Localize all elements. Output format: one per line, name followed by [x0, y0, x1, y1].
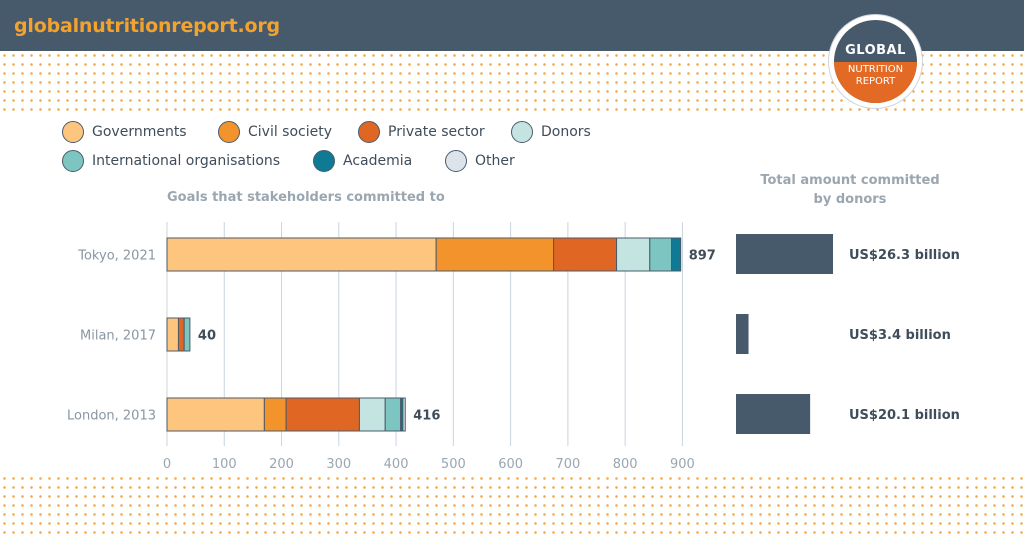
x-tick-label: 800 [613, 457, 638, 472]
bar-segment [166, 397, 265, 432]
site-url[interactable]: globalnutritionreport.org [14, 15, 280, 37]
legend-swatch [511, 121, 533, 143]
legend-swatch [218, 121, 240, 143]
legend-swatch [445, 150, 467, 172]
bar-segment [177, 317, 185, 352]
y-category-label: London, 2013 [67, 409, 156, 424]
legend-governments: Governments [62, 120, 187, 144]
bar-total-label: 416 [413, 409, 440, 424]
x-tick-label: 200 [269, 457, 294, 472]
bar-segment [183, 317, 191, 352]
donor-bar [736, 314, 749, 354]
legend-donors: Donors [511, 120, 591, 144]
legend-private-sector: Private sector [358, 120, 485, 144]
bar-segment [358, 397, 386, 432]
donor-amount-label: US$20.1 billion [849, 408, 960, 423]
donor-chart-title: Total amount committed by donors [760, 173, 940, 207]
bar-segment [435, 237, 555, 272]
bar-segment [553, 237, 618, 272]
x-tick-label: 900 [670, 457, 695, 472]
bar-segment [671, 237, 682, 272]
bar-segment [285, 397, 360, 432]
bar-segment [166, 237, 437, 272]
legend-swatch [358, 121, 380, 143]
logo-text-nutrition-report: NUTRITION REPORT [847, 64, 904, 87]
bar-segment [263, 397, 287, 432]
legend-other: Other [445, 149, 515, 173]
bar-total-label: 897 [689, 249, 716, 264]
x-tick-label: 500 [441, 457, 466, 472]
legend-swatch [62, 121, 84, 143]
bar-segment [402, 397, 406, 432]
bar-segment [384, 397, 402, 432]
x-tick-label: 700 [555, 457, 580, 472]
donor-amount-label: US$3.4 billion [849, 328, 951, 343]
x-tick-label: 100 [212, 457, 237, 472]
dot-pattern-bottom [0, 474, 1024, 535]
donor-bar [736, 394, 811, 434]
y-category-label: Tokyo, 2021 [77, 249, 156, 264]
logo-text-global: GLOBAL [845, 43, 906, 58]
bar-segment [166, 317, 179, 352]
donor-bar [736, 234, 833, 274]
x-tick-label: 600 [498, 457, 523, 472]
x-tick-label: 0 [163, 457, 171, 472]
y-category-label: Milan, 2017 [80, 329, 156, 344]
donor-amount-label: US$26.3 billion [849, 248, 960, 263]
bar-segment [616, 237, 651, 272]
bar-segment [649, 237, 673, 272]
legend-swatch [313, 150, 335, 172]
x-tick-label: 300 [326, 457, 351, 472]
legend-swatch [62, 150, 84, 172]
stakeholder-chart-title: Goals that stakeholders committed to [167, 190, 445, 205]
legend-civil-society: Civil society [218, 120, 332, 144]
legend-academia: Academia [313, 149, 412, 173]
legend-international-organisations: International organisations [62, 149, 280, 173]
x-tick-label: 400 [384, 457, 409, 472]
gnr-logo: GLOBAL NUTRITION REPORT [829, 15, 922, 108]
bar-total-label: 40 [198, 329, 216, 344]
